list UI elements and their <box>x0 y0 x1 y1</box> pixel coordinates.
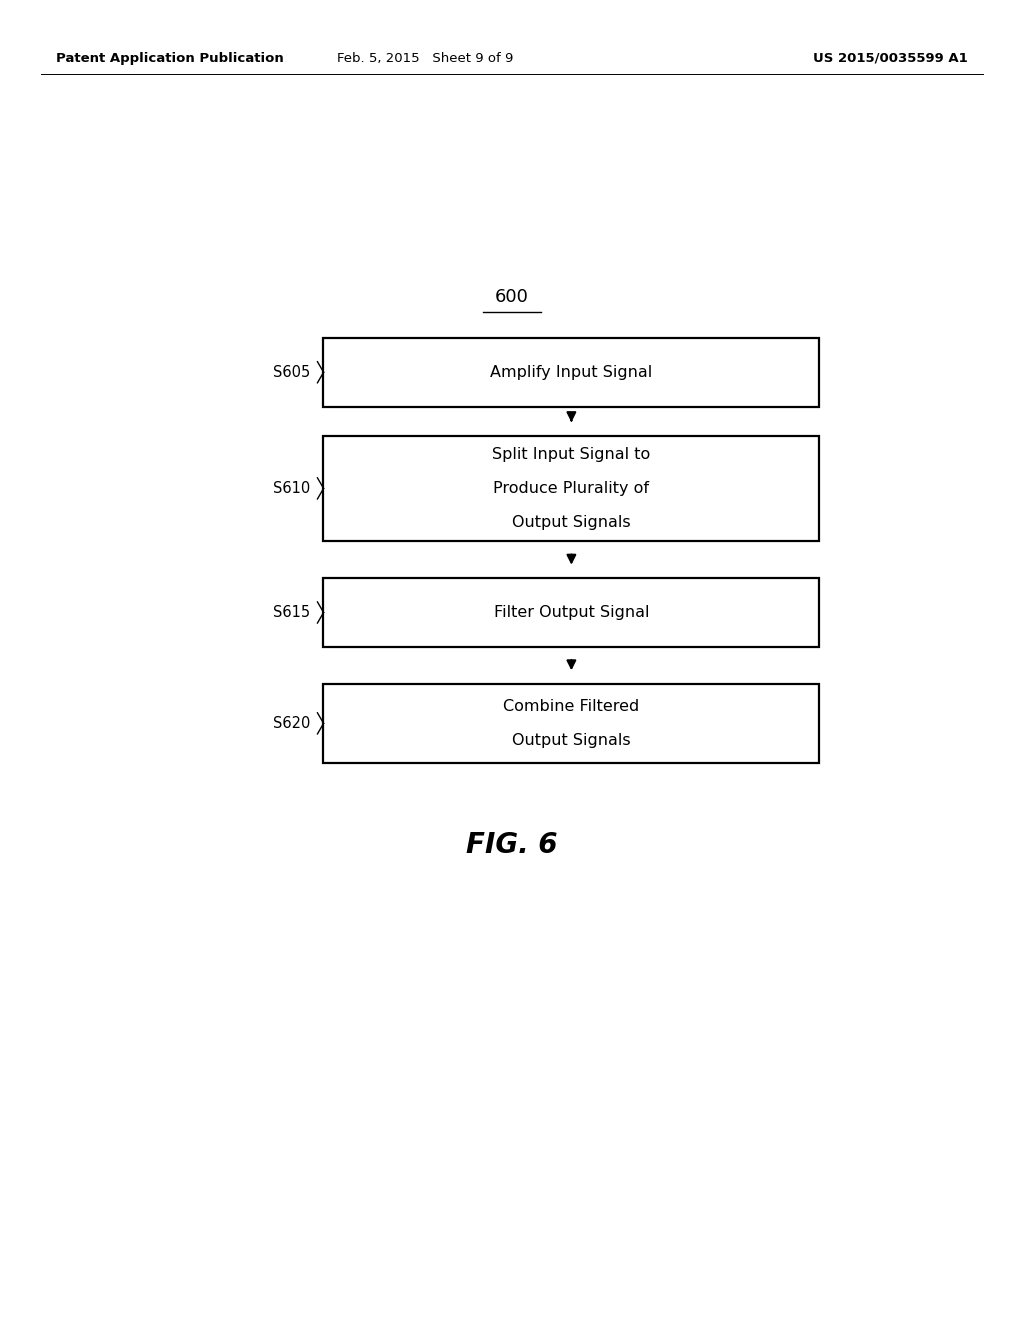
Text: Filter Output Signal: Filter Output Signal <box>494 605 649 620</box>
Text: Combine Filtered: Combine Filtered <box>503 698 640 714</box>
Text: Feb. 5, 2015   Sheet 9 of 9: Feb. 5, 2015 Sheet 9 of 9 <box>337 51 513 65</box>
Text: Split Input Signal to: Split Input Signal to <box>493 446 650 462</box>
FancyBboxPatch shape <box>323 684 819 763</box>
Text: US 2015/0035599 A1: US 2015/0035599 A1 <box>813 51 968 65</box>
Text: Output Signals: Output Signals <box>512 733 631 748</box>
Text: S620: S620 <box>273 715 310 731</box>
FancyBboxPatch shape <box>323 436 819 541</box>
FancyBboxPatch shape <box>323 338 819 407</box>
Text: 600: 600 <box>495 288 529 306</box>
Text: Produce Plurality of: Produce Plurality of <box>494 480 649 496</box>
FancyBboxPatch shape <box>323 578 819 647</box>
Text: S610: S610 <box>273 480 310 496</box>
Text: FIG. 6: FIG. 6 <box>466 830 558 859</box>
Text: Patent Application Publication: Patent Application Publication <box>56 51 284 65</box>
Text: S605: S605 <box>273 364 310 380</box>
Text: Amplify Input Signal: Amplify Input Signal <box>490 364 652 380</box>
Text: Output Signals: Output Signals <box>512 515 631 531</box>
Text: S615: S615 <box>273 605 310 620</box>
